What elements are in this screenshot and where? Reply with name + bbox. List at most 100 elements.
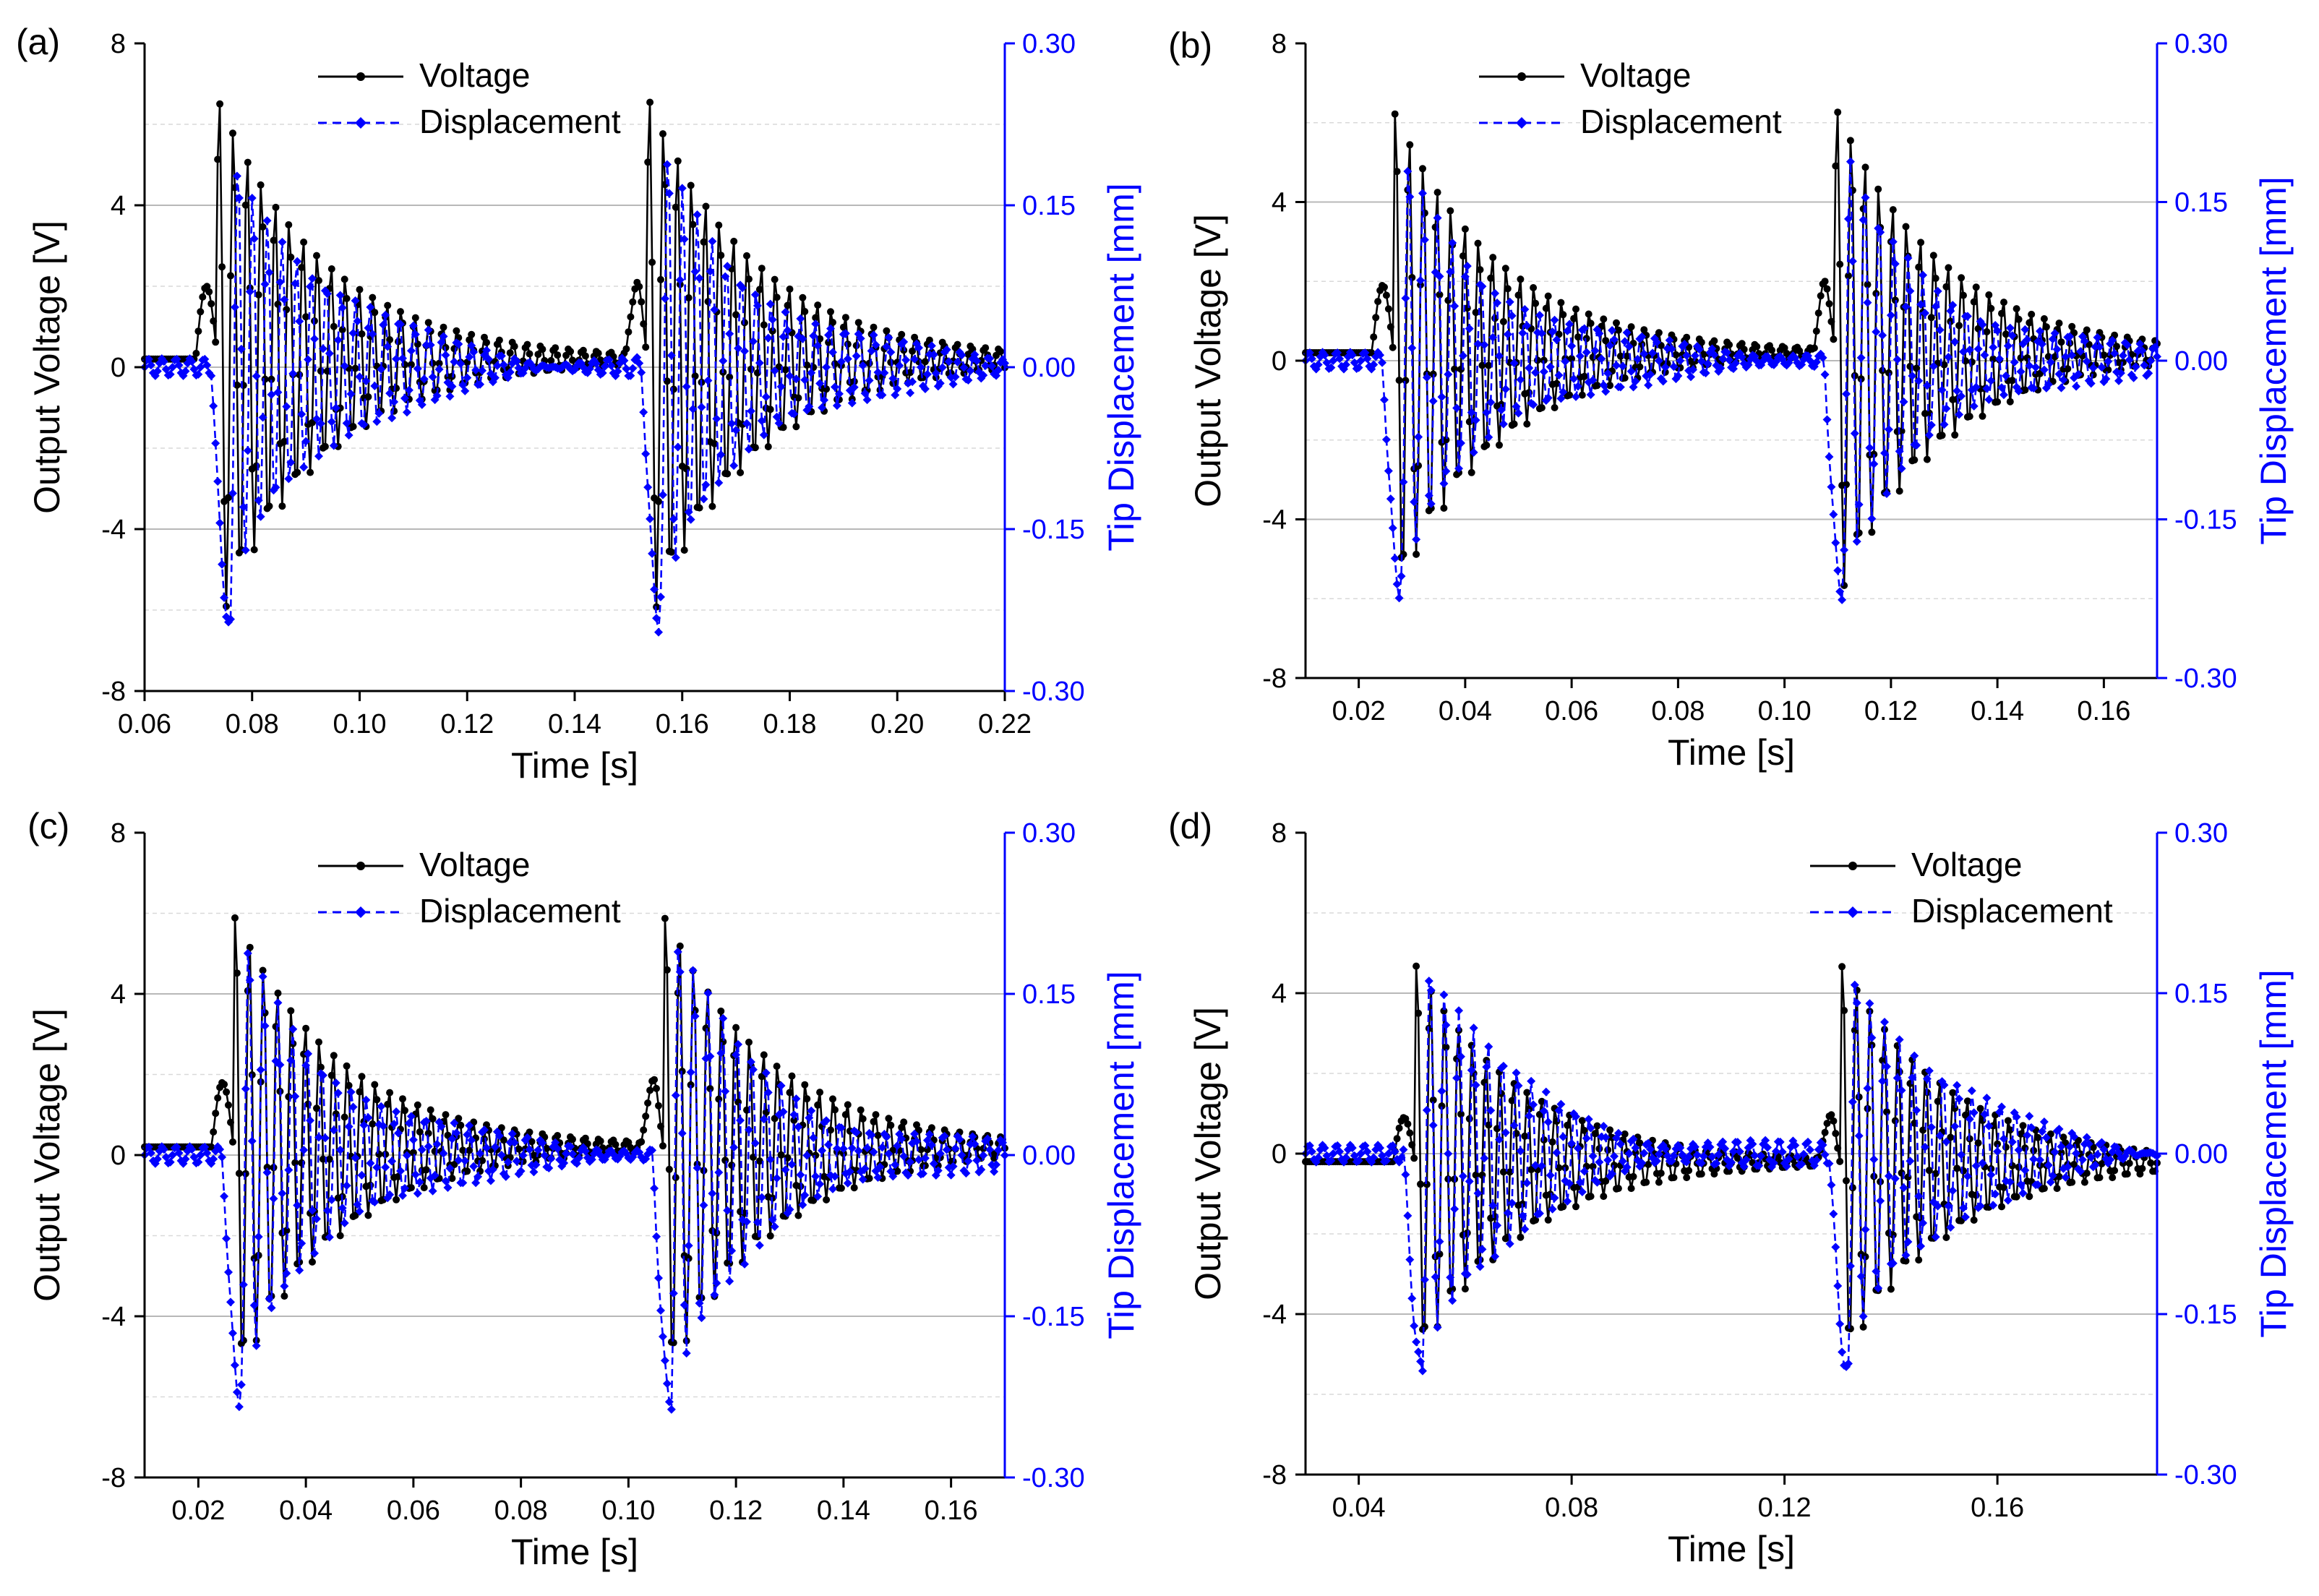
displacement-point	[1444, 369, 1453, 379]
displacement-point	[1426, 985, 1436, 995]
voltage-point	[1994, 398, 2002, 406]
displacement-point	[1856, 1271, 1866, 1281]
displacement-point	[697, 1313, 706, 1323]
displacement-point	[1960, 1212, 1970, 1222]
displacement-point	[1771, 1146, 1780, 1156]
voltage-point	[1885, 369, 1893, 377]
displacement-point	[1329, 1149, 1338, 1158]
voltage-point	[1887, 1285, 1895, 1293]
displacement-point	[1418, 1366, 1427, 1376]
voltage-point	[1960, 1167, 1967, 1175]
displacement-point	[1827, 1180, 1836, 1190]
y-tick-label: 8	[111, 818, 126, 849]
displacement-point	[338, 1204, 347, 1213]
displacement-point	[675, 275, 685, 285]
voltage-point	[768, 327, 776, 335]
displacement-point	[1548, 1204, 1557, 1214]
displacement-point	[241, 546, 250, 555]
voltage-point	[1436, 1250, 1444, 1258]
voltage-point	[1472, 309, 1480, 317]
displacement-point	[525, 1145, 534, 1154]
displacement-point	[740, 346, 750, 356]
y-tick-label: 8	[1272, 29, 1287, 59]
displacement-point	[2012, 1112, 2021, 1122]
voltage-point	[330, 322, 338, 330]
voltage-point	[997, 348, 1005, 356]
displacement-point	[538, 1138, 547, 1148]
voltage-point	[466, 1146, 473, 1154]
voltage-point	[1738, 340, 1746, 348]
y-tick-label: 4	[1272, 979, 1287, 1009]
displacement-point	[901, 355, 911, 364]
voltage-point	[1570, 314, 1578, 322]
displacement-point	[1606, 341, 1615, 351]
displacement-point	[652, 1232, 661, 1241]
displacement-point	[796, 314, 805, 323]
displacement-point	[807, 368, 816, 377]
displacement-point	[1893, 1073, 1902, 1083]
voltage-point	[642, 343, 650, 351]
displacement-point	[972, 356, 982, 366]
displacement-point	[1854, 1131, 1864, 1141]
displacement-point	[1439, 990, 1449, 1000]
displacement-point	[1471, 416, 1480, 425]
displacement-point	[348, 1102, 358, 1112]
displacement-point	[1978, 1159, 1987, 1168]
voltage-point	[777, 1151, 785, 1159]
displacement-point	[834, 389, 844, 398]
displacement-point	[2131, 362, 2140, 372]
voltage-point	[1895, 487, 1903, 495]
voltage-point	[2147, 1159, 2155, 1167]
voltage-point	[1915, 263, 1923, 271]
displacement-point	[310, 1248, 320, 1258]
displacement-point	[2072, 382, 2081, 391]
displacement-point	[1363, 354, 1372, 364]
displacement-point	[2057, 1142, 2066, 1151]
displacement-point	[1942, 404, 1951, 413]
displacement-point	[1846, 157, 1855, 166]
voltage-point	[2019, 1122, 2027, 1130]
voltage-point	[1889, 1231, 1897, 1239]
displacement-point	[719, 356, 728, 366]
displacement-point	[533, 1145, 543, 1154]
legend-marker-diamond	[355, 117, 367, 129]
displacement-point	[411, 1170, 420, 1179]
displacement-point	[295, 1266, 304, 1275]
displacement-point	[404, 1118, 413, 1128]
displacement-point	[948, 379, 958, 389]
voltage-point	[375, 1150, 383, 1158]
displacement-point	[1433, 213, 1442, 223]
voltage-point	[2096, 1174, 2104, 1182]
displacement-point	[828, 1184, 837, 1193]
displacement-point	[220, 1192, 229, 1201]
displacement-point	[1852, 998, 1861, 1008]
displacement-point	[1935, 325, 1945, 335]
displacement-point	[194, 1157, 203, 1167]
displacement-point	[832, 401, 841, 411]
displacement-point	[1590, 346, 1600, 356]
displacement-point	[1829, 1209, 1838, 1219]
displacement-point	[460, 386, 470, 395]
displacement-point	[1556, 394, 1566, 403]
legend-label-voltage: Voltage	[1580, 56, 1691, 94]
displacement-point	[1535, 1209, 1544, 1218]
voltage-point	[356, 1088, 364, 1096]
displacement-point	[1493, 298, 1502, 307]
displacement-point	[1597, 354, 1606, 364]
displacement-point	[1456, 1052, 1465, 1061]
displacement-point	[1550, 1193, 1559, 1203]
displacement-point	[417, 1145, 426, 1154]
voltage-point	[2000, 299, 2007, 306]
displacement-point	[398, 353, 407, 363]
displacement-point	[1452, 1073, 1462, 1083]
displacement-point	[1437, 392, 1446, 402]
voltage-point	[399, 1095, 406, 1103]
displacement-point	[1676, 1143, 1685, 1152]
voltage-point	[1947, 1133, 1955, 1141]
voltage-point	[640, 320, 648, 328]
displacement-point	[613, 366, 622, 376]
displacement-point	[166, 369, 175, 379]
voltage-point	[1559, 1203, 1567, 1211]
displacement-point	[1354, 1156, 1363, 1165]
displacement-point	[1944, 352, 1953, 361]
